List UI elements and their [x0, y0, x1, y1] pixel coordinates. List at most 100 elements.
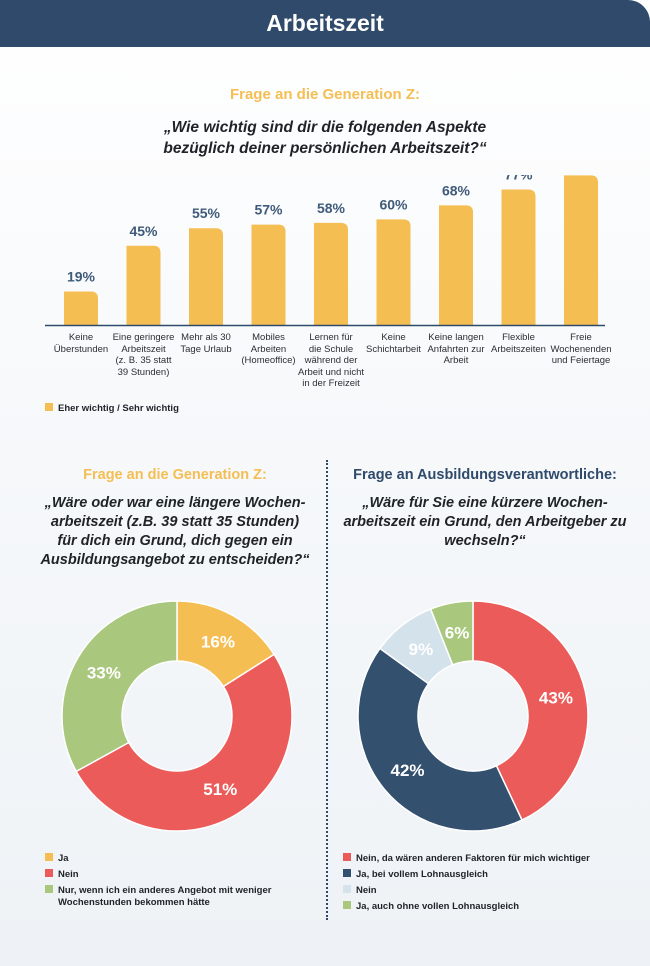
bar-category-label-3-line-1: Arbeiten [250, 343, 287, 355]
section-divider [326, 460, 328, 920]
donut-left-legend-item-1: Nein [45, 869, 285, 881]
bar-category-label-4-line-4: in der Freizeit [302, 378, 360, 389]
donut-left-slice-label-1: 51% [203, 780, 237, 799]
left-question-line-3: für dich ein Grund, dich gegen ein [57, 533, 293, 549]
bar-category-label-1-line-2: (z. B. 35 statt [115, 355, 172, 366]
left-question-line-2: arbeitszeit (z.B. 39 statt 35 Stunden) [50, 514, 300, 530]
donut-right-legend-swatch-0 [343, 853, 351, 861]
bar-category-label-1: Eine geringere Arbeitszeit (z. B. 35 statt… [108, 332, 180, 378]
right-question-line-2: arbeitszeit ein Grund, den Arbeitgeber z… [343, 514, 627, 530]
bar-7 [501, 189, 536, 325]
bar-category-label-0: Keine Überstunden [45, 332, 117, 355]
bar-value-label-5: 60% [379, 196, 408, 212]
bar-category-label-4-line-1: die Schule [308, 343, 354, 355]
bar-category-label-5-line-1: Schichtarbeit [366, 343, 421, 355]
bar-legend-swatch [45, 403, 53, 411]
donut-left-legend-item-2: Nur, wenn ich ein anderes Angebot mit we… [45, 885, 285, 909]
bar-category-label-5-line-0: Keine [381, 332, 406, 343]
donut-right-slice-label-1: 42% [390, 761, 424, 780]
donut-left-slice-2 [61, 600, 178, 773]
donut-right-legend-item-2: Nein [343, 885, 643, 897]
bar-5 [376, 219, 411, 325]
bar-category-label-0-line-1: Überstunden [53, 343, 109, 355]
donut-left-slice-label-2: 33% [87, 664, 121, 683]
bar-category-label-8-line-2: und Feiertage [551, 355, 611, 366]
bar-category-label-6-line-1: Anfahrten zur [427, 343, 485, 355]
donut-right-slice-0 [472, 600, 589, 822]
donut-right-legend-swatch-2 [343, 885, 351, 893]
donut-right-slice-3 [429, 600, 474, 666]
bar-category-label-3-line-0: Mobiles [252, 332, 285, 343]
bar-2 [189, 228, 223, 325]
top-question-label: Frage an die Generation Z: [229, 86, 421, 103]
donut-left-slice-1 [75, 653, 293, 832]
donut-left-slice-label-0: 16% [201, 633, 235, 652]
left-question-line-4: Ausbildungsangebot zu entscheiden?“ [40, 552, 310, 568]
donut-left-legend-swatch-1 [45, 869, 53, 877]
page-title: Arbeitszeit [266, 10, 384, 36]
bar-category-label-8-line-0: Freie [570, 332, 592, 343]
top-question: Frage an die Generation Z: „Wie wichtig … [0, 86, 650, 159]
donut-left-legend-label-1: Nein [58, 869, 79, 880]
bar-category-label-3: Mobiles Arbeiten (Homeoffice) [233, 332, 305, 367]
donut-right-legend-swatch-3 [343, 901, 351, 909]
donut-right-slice-label-2: 9% [409, 640, 434, 659]
bar-8 [564, 175, 598, 325]
bar-category-label-7: Flexible Arbeitszeiten [483, 332, 555, 355]
bar-category-label-1-line-3: 39 Stunden) [117, 366, 170, 378]
donut-right-legend-item-0: Nein, da wären anderen Faktoren für mich… [343, 853, 643, 865]
bar-category-label-7-line-0: Flexible [502, 332, 535, 343]
bar-category-label-6: Keine langen Anfahrten zur Arbeit [420, 332, 492, 367]
bar-0 [64, 291, 98, 325]
donut-right-slice-label-0: 43% [539, 688, 573, 707]
left-question: „Wäre oder war eine längere Wochen- arbe… [20, 494, 330, 570]
bar-chart: 19%45%55%57%58%60%68%77%85% [45, 175, 605, 327]
right-question-label: Frage an Ausbildungsverantwortliche: [353, 467, 617, 483]
left-question-line-1: „Wäre oder war eine längere Wochen- [44, 495, 306, 511]
bar-6 [439, 205, 473, 325]
bar-category-label-2-line-0: Mehr als 30 [181, 332, 231, 343]
donut-right-legend-swatch-1 [343, 869, 351, 877]
right-question: „Wäre für Sie eine kürzere Wochen- arbei… [330, 494, 640, 551]
donut-right-legend-label-0: Nein, da wären anderen Faktoren für mich… [356, 853, 590, 864]
bar-legend: Eher wichtig / Sehr wichtig [45, 403, 179, 415]
bar-category-label-8-line-1: Wochenenden [550, 343, 612, 355]
bar-value-label-1: 45% [129, 223, 158, 239]
bar-4 [314, 222, 348, 325]
bar-category-label-6-line-2: Arbeit [443, 355, 469, 366]
bar-category-label-1-line-1: Arbeitszeit [121, 343, 166, 355]
bar-3 [251, 224, 286, 325]
bar-value-label-6: 68% [442, 182, 471, 198]
donut-right-legend-label-2: Nein [356, 885, 377, 896]
bar-value-label-3: 57% [254, 202, 283, 218]
bar-category-label-1-line-0: Eine geringere [112, 332, 175, 343]
top-question-line-2: bezüglich deiner persönlichen Arbeitszei… [163, 140, 487, 157]
page-header: Arbeitszeit [0, 0, 650, 47]
bar-category-label-4-line-0: Lernen für [309, 332, 353, 343]
donut-right-legend-label-1: Ja, bei vollem Lohnausgleich [356, 869, 488, 880]
donut-chart-left: 16% 51% 33% [61, 600, 293, 832]
bar-category-label-4-line-3: Arbeit und nicht [297, 366, 364, 378]
bar-category-label-4: Lernen für die Schule während der Arbeit un… [295, 332, 367, 390]
bar-legend-label: Eher wichtig / Sehr wichtig [58, 403, 179, 414]
donut-left-legend-swatch-2 [45, 885, 53, 893]
bar-1 [126, 245, 161, 325]
donut-right-legend-item-1: Ja, bei vollem Lohnausgleich [343, 869, 643, 881]
bar-value-label-0: 19% [67, 269, 96, 285]
top-question-line-1: „Wie wichtig sind dir die folgenden Aspe… [163, 119, 487, 136]
bar-category-label-2: Mehr als 30 Tage Urlaub [170, 332, 242, 355]
donut-right-legend-item-3: Ja, auch ohne vollen Lohnausgleich [343, 901, 643, 913]
bar-value-label-4: 58% [317, 200, 346, 216]
donut-chart-right: 43% 42% 9% 6% [357, 600, 589, 832]
left-question-label: Frage an die Generation Z: [83, 467, 267, 483]
donut-right-legend-label-3: Ja, auch ohne vollen Lohnausgleich [356, 901, 520, 912]
bar-category-label-8: Freie Wochenenden und Feiertage [545, 332, 617, 367]
bar-category-label-0-line-0: Keine [68, 332, 94, 343]
right-question-line-3: wechseln?“ [444, 533, 526, 549]
donut-right-slice-label-3: 6% [445, 624, 470, 643]
bar-category-label-2-line-1: Tage Urlaub [180, 343, 232, 355]
right-question-line-1: „Wäre für Sie eine kürzere Wochen- [362, 495, 608, 511]
donut-left-legend-label-2: Nur, wenn ich ein anderes Angebot mit we… [58, 885, 272, 908]
bar-category-label-5: Keine Schichtarbeit [358, 332, 430, 355]
donut-left-legend-swatch-0 [45, 853, 53, 861]
